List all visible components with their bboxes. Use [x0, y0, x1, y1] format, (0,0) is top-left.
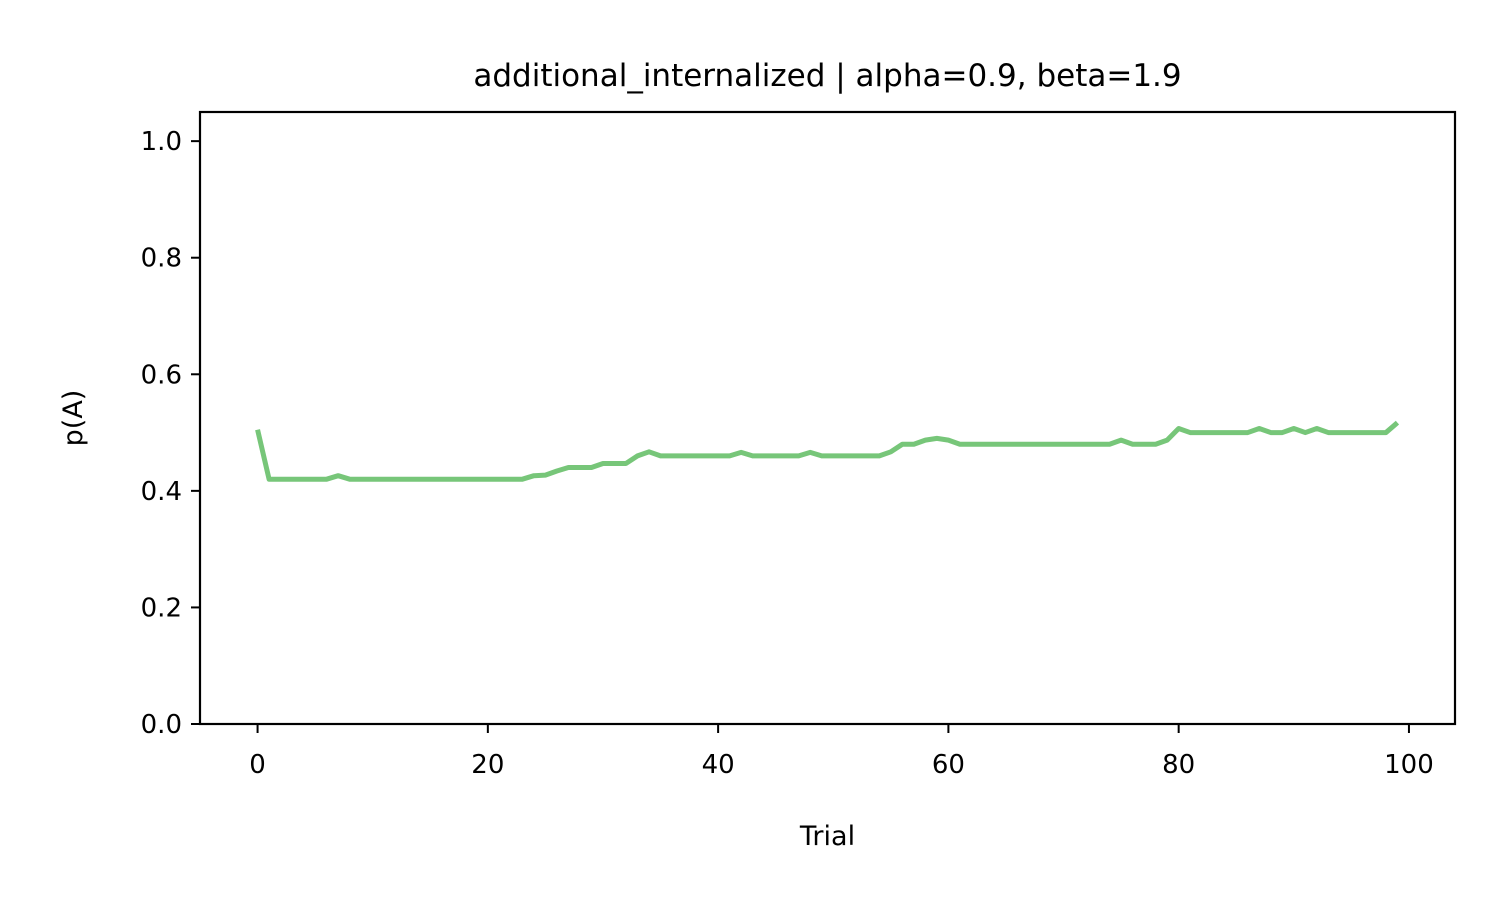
- x-tick-label: 100: [1384, 750, 1434, 780]
- y-axis-label: p(A): [58, 390, 89, 447]
- data-layer: [255, 420, 1400, 482]
- plot-area-frame: [198, 110, 1457, 726]
- x-tick-label: 40: [702, 750, 735, 780]
- y-tick-label: 0.8: [141, 244, 182, 274]
- x-tick-label: 80: [1162, 750, 1195, 780]
- x-axis-label: Trial: [799, 821, 855, 852]
- y-tick-label: 0.0: [141, 710, 182, 740]
- y-tick-label: 1.0: [141, 127, 182, 157]
- ticks-layer: 0 20 40 60 80 100 0.0 0.2 0.4 0.6 0.8 1.0: [141, 127, 1434, 780]
- series-line: [255, 420, 1400, 482]
- x-tick-label: 20: [471, 750, 504, 780]
- x-tick-label: 60: [932, 750, 965, 780]
- chart-title: additional_internalized | alpha=0.9, bet…: [473, 58, 1181, 94]
- y-tick-label: 0.2: [141, 593, 182, 623]
- x-tick-label: 0: [249, 750, 266, 780]
- y-tick-label: 0.4: [141, 477, 182, 507]
- y-tick-label: 0.6: [141, 360, 182, 390]
